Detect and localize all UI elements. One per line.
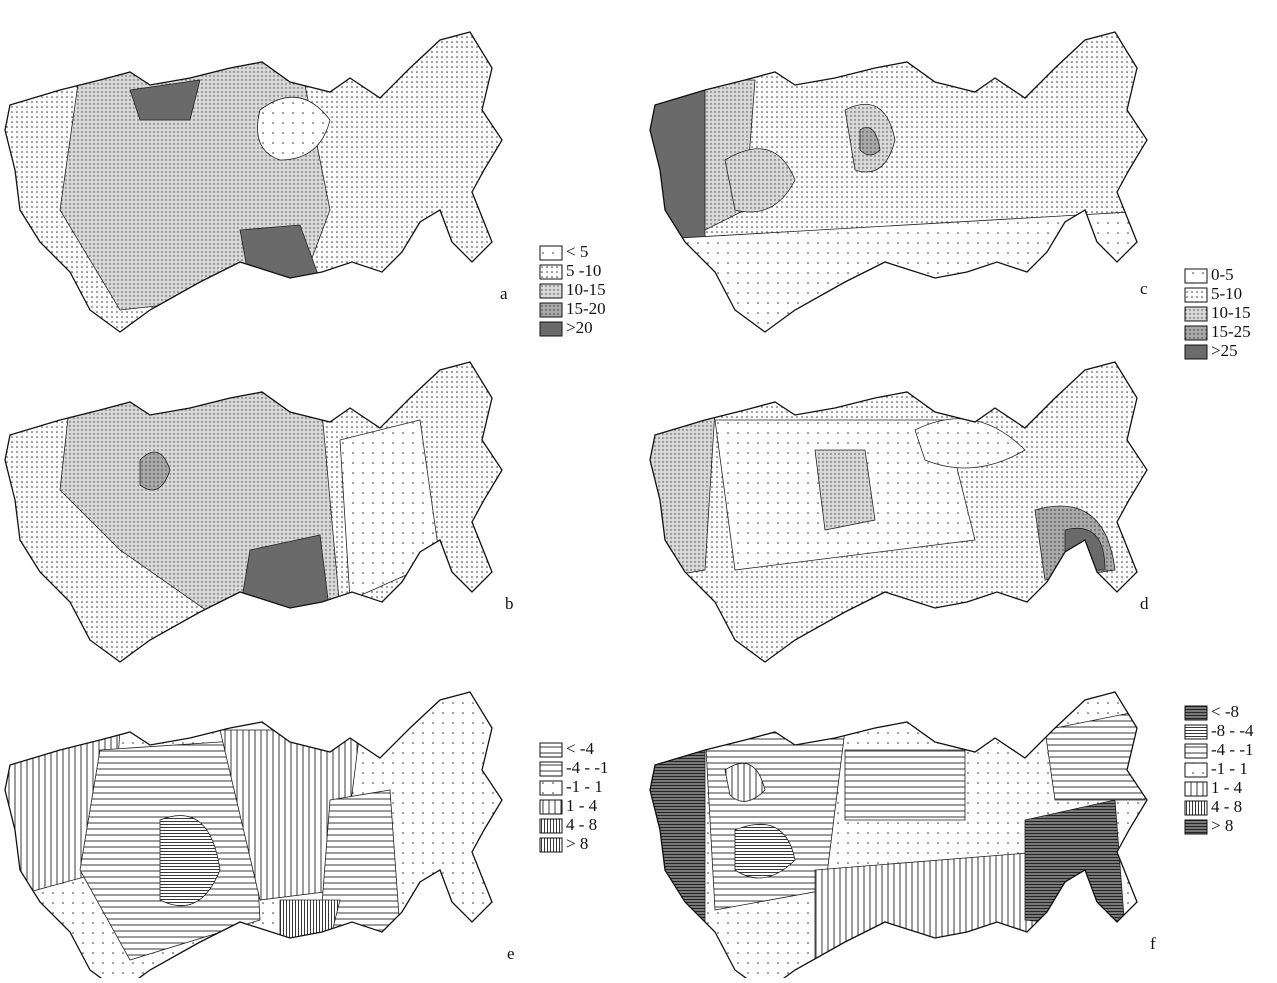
legend-swatch xyxy=(1185,725,1207,739)
legend-label: 1 - 4 xyxy=(1211,778,1243,797)
legend-swatch xyxy=(1185,345,1207,359)
zone xyxy=(815,450,875,530)
panel-label: b xyxy=(505,594,514,613)
legend-label: 15-25 xyxy=(1211,322,1251,341)
legend-label: 1 - 4 xyxy=(566,796,598,815)
figure: abcdef< 55 -1010-1515-20>200-55-1010-151… xyxy=(0,0,1277,978)
zone xyxy=(845,750,965,820)
legend-label: 15-20 xyxy=(566,299,606,318)
map-panel xyxy=(645,32,1165,340)
legend-swatch xyxy=(1185,706,1207,720)
legend-label: > 8 xyxy=(566,834,588,853)
legend-swatch xyxy=(1185,782,1207,796)
map-panel xyxy=(645,692,1147,978)
legend-swatch xyxy=(540,819,562,833)
legend-label: 4 - 8 xyxy=(566,815,597,834)
panel-label: f xyxy=(1150,934,1156,953)
map-panel xyxy=(0,692,502,978)
legend-label: > 8 xyxy=(1211,816,1233,835)
panel-label: d xyxy=(1140,594,1149,613)
legend-swatch xyxy=(540,284,562,298)
legend-label: 0-5 xyxy=(1211,265,1234,284)
legend-label: >25 xyxy=(1211,341,1238,360)
legend-label: -4 - -1 xyxy=(1211,740,1253,759)
legend-label: 5 -10 xyxy=(566,261,601,280)
legend-swatch xyxy=(540,781,562,795)
legend-swatch xyxy=(1185,763,1207,777)
panel-label: a xyxy=(500,284,508,303)
legend-label: -1 - 1 xyxy=(566,777,603,796)
legend-label: 5-10 xyxy=(1211,284,1242,303)
legend-label: 10-15 xyxy=(566,280,606,299)
legend-swatch xyxy=(540,265,562,279)
map-panel xyxy=(645,362,1147,662)
legend-swatch xyxy=(540,303,562,317)
zones xyxy=(60,60,330,310)
legend-swatch xyxy=(1185,801,1207,815)
legend-swatch xyxy=(540,838,562,852)
legend-swatch xyxy=(1185,820,1207,834)
panel-label: e xyxy=(507,944,515,963)
legend-label: 4 - 8 xyxy=(1211,797,1242,816)
legend-swatch xyxy=(540,743,562,757)
zone xyxy=(645,730,705,930)
legend-label: < 5 xyxy=(566,242,588,261)
legend-label: < -8 xyxy=(1211,702,1239,721)
panel-label: c xyxy=(1140,279,1148,298)
legend-label: -8 - -4 xyxy=(1211,721,1254,740)
legend-swatch xyxy=(1185,288,1207,302)
legend-swatch xyxy=(540,800,562,814)
legend-label: >20 xyxy=(566,318,593,337)
legend-swatch xyxy=(540,246,562,260)
legend-swatch xyxy=(540,322,562,336)
zone xyxy=(1025,800,1125,930)
legend-swatch xyxy=(1185,744,1207,758)
legend-label: < -4 xyxy=(566,739,594,758)
legend-label: -4 - -1 xyxy=(566,758,608,777)
legend-label: -1 - 1 xyxy=(1211,759,1248,778)
legend-swatch xyxy=(1185,326,1207,340)
legend-swatch xyxy=(1185,269,1207,283)
legend-label: 10-15 xyxy=(1211,303,1251,322)
map-panel xyxy=(5,362,502,662)
legend-swatch xyxy=(1185,307,1207,321)
legend-swatch xyxy=(540,762,562,776)
map-panel xyxy=(5,32,502,332)
